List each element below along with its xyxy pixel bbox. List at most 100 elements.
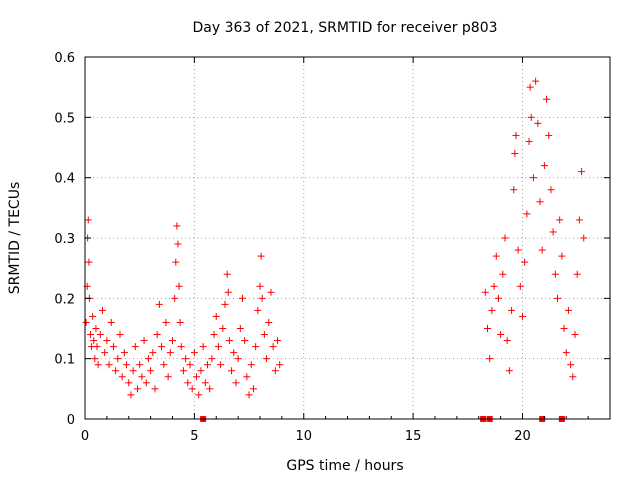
- data-point: [567, 361, 575, 369]
- data-point: [109, 343, 117, 351]
- data-point: [85, 258, 93, 266]
- data-point: [225, 337, 233, 345]
- data-point: [269, 343, 277, 351]
- data-point: [499, 270, 507, 278]
- x-tick-label: 20: [514, 429, 531, 444]
- y-tick-label: 0.3: [54, 232, 75, 247]
- data-point: [175, 282, 183, 290]
- data-point: [116, 331, 124, 339]
- data-point: [258, 294, 266, 302]
- data-point: [151, 385, 159, 393]
- data-point: [252, 343, 260, 351]
- data-point: [90, 337, 98, 345]
- data-point: [540, 162, 548, 170]
- data-point: [208, 355, 216, 363]
- data-point: [484, 325, 491, 332]
- data-point: [230, 349, 238, 357]
- data-point: [147, 367, 155, 375]
- y-tick-labels: 0 0.1 0.2 0.3 0.4 0.5 0.6: [54, 51, 75, 428]
- data-point: [256, 282, 264, 290]
- x-tick-label: 5: [190, 429, 198, 444]
- data-point: [94, 361, 102, 369]
- data-point: [179, 367, 187, 375]
- data-point: [523, 210, 531, 218]
- data-point: [245, 391, 253, 399]
- data-point: [560, 325, 568, 332]
- data-point: [526, 83, 534, 91]
- data-point: [160, 361, 168, 369]
- data-point: [545, 131, 553, 139]
- y-tick-label: 0.5: [54, 111, 75, 126]
- data-point: [508, 306, 516, 314]
- data-point: [512, 131, 520, 139]
- y-tick-label: 0.4: [54, 172, 75, 187]
- data-point: [112, 367, 120, 375]
- data-point: [204, 361, 211, 369]
- data-point: [199, 343, 207, 351]
- data-point: [534, 119, 542, 127]
- data-point: [212, 312, 220, 320]
- data-point: [249, 385, 257, 393]
- data-point: [223, 270, 231, 278]
- data-point: [129, 367, 137, 375]
- data-point: [501, 234, 509, 242]
- data-point: [114, 355, 122, 363]
- data-point: [276, 361, 284, 369]
- data-point: [271, 367, 279, 375]
- data-point: [243, 373, 251, 381]
- axis-ticks: [84, 56, 610, 420]
- data-point: [153, 331, 161, 339]
- data-point: [96, 331, 104, 339]
- data-point: [492, 252, 500, 260]
- data-point: [538, 246, 546, 254]
- data-point: [89, 312, 97, 320]
- data-point: [173, 222, 181, 230]
- data-point: [182, 355, 190, 363]
- y-tick-label: 0.1: [54, 353, 75, 368]
- data-point: [254, 306, 262, 314]
- data-point: [84, 216, 92, 224]
- data-point: [82, 318, 90, 326]
- data-point: [236, 325, 244, 332]
- data-point: [228, 367, 236, 375]
- data-point: [497, 331, 505, 339]
- data-point: [573, 270, 581, 278]
- data-point: [232, 379, 240, 387]
- data-point: [197, 367, 205, 375]
- data-point: [138, 373, 146, 381]
- data-point: [169, 337, 176, 345]
- x-tick-labels: 0 5 10 15 20: [81, 429, 531, 444]
- data-point: [134, 385, 141, 393]
- data-point: [221, 300, 229, 308]
- data-point: [176, 318, 184, 326]
- data-point: [99, 306, 106, 314]
- data-point: [136, 361, 144, 369]
- data-point: [174, 240, 182, 248]
- data-point: [260, 331, 268, 339]
- data-point: [103, 337, 111, 345]
- data-points: [82, 77, 588, 422]
- data-point: [532, 77, 540, 85]
- data-point: [529, 174, 537, 182]
- data-point: [188, 385, 196, 393]
- data-point: [494, 294, 502, 302]
- data-point: [536, 198, 544, 206]
- x-tick-label: 15: [405, 429, 422, 444]
- data-point: [511, 150, 519, 158]
- data-point: [580, 234, 588, 242]
- data-point: [527, 113, 535, 121]
- data-point: [105, 361, 113, 369]
- data-point: [149, 349, 157, 357]
- data-point: [558, 252, 566, 260]
- data-point: [120, 349, 128, 357]
- data-point: [263, 355, 271, 363]
- data-point: [543, 95, 551, 103]
- data-point: [549, 228, 557, 236]
- data-point: [578, 168, 586, 176]
- data-point: [177, 343, 185, 351]
- data-point: [257, 252, 265, 260]
- data-point: [201, 379, 209, 387]
- data-point: [490, 282, 498, 290]
- data-point: [217, 361, 225, 369]
